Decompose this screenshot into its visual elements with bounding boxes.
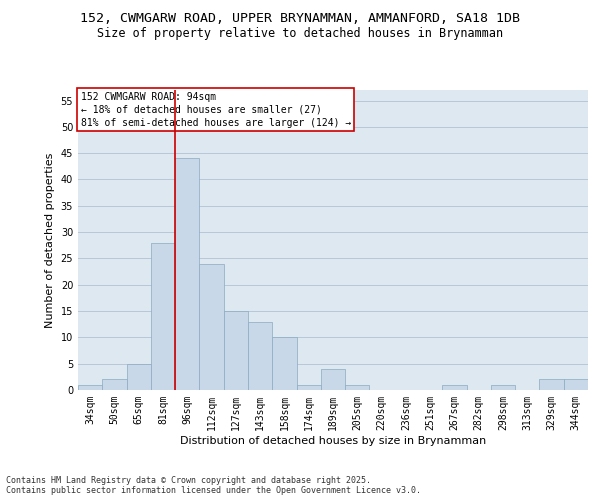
Bar: [564, 380, 588, 390]
Text: 152, CWMGARW ROAD, UPPER BRYNAMMAN, AMMANFORD, SA18 1DB: 152, CWMGARW ROAD, UPPER BRYNAMMAN, AMMA…: [80, 12, 520, 26]
Bar: [321, 369, 345, 390]
Bar: [539, 380, 564, 390]
Bar: [442, 384, 467, 390]
Bar: [296, 384, 321, 390]
Bar: [224, 311, 248, 390]
Text: Size of property relative to detached houses in Brynamman: Size of property relative to detached ho…: [97, 28, 503, 40]
Bar: [345, 384, 370, 390]
Bar: [491, 384, 515, 390]
Text: 152 CWMGARW ROAD: 94sqm
← 18% of detached houses are smaller (27)
81% of semi-de: 152 CWMGARW ROAD: 94sqm ← 18% of detache…: [80, 92, 351, 128]
Bar: [248, 322, 272, 390]
X-axis label: Distribution of detached houses by size in Brynamman: Distribution of detached houses by size …: [180, 436, 486, 446]
Y-axis label: Number of detached properties: Number of detached properties: [45, 152, 55, 328]
Bar: [175, 158, 199, 390]
Text: Contains HM Land Registry data © Crown copyright and database right 2025.
Contai: Contains HM Land Registry data © Crown c…: [6, 476, 421, 495]
Bar: [127, 364, 151, 390]
Bar: [78, 384, 102, 390]
Bar: [151, 242, 175, 390]
Bar: [272, 338, 296, 390]
Bar: [102, 380, 127, 390]
Bar: [199, 264, 224, 390]
